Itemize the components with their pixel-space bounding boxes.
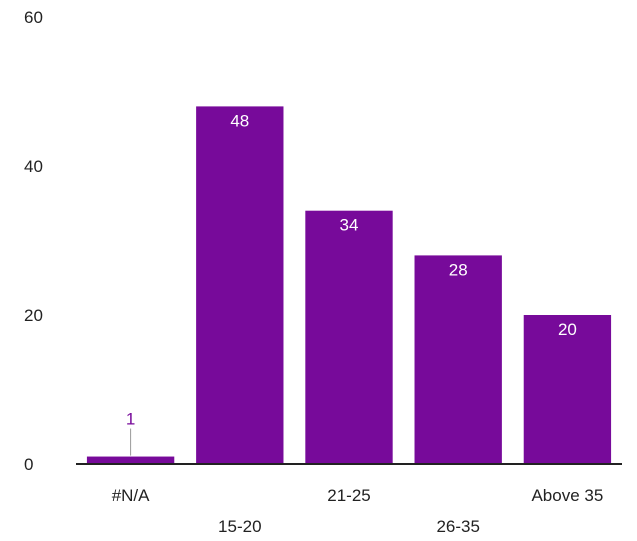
x-tick-label: 26-35	[436, 517, 479, 536]
data-label: 28	[449, 260, 468, 279]
bar	[196, 106, 284, 465]
x-tick-label: Above 35	[531, 486, 603, 505]
data-label: 34	[340, 216, 359, 235]
bar	[86, 456, 175, 464]
y-tick-label: 20	[24, 306, 43, 325]
category-labels: #N/A 15-20 21-25 26-35 Above 35	[112, 486, 604, 536]
x-tick-label: 15-20	[218, 517, 261, 536]
y-tick-label: 40	[24, 157, 43, 176]
bar	[523, 315, 612, 464]
y-tick-label: 0	[24, 455, 33, 474]
data-label: 1	[126, 410, 135, 429]
x-tick-label: 21-25	[327, 486, 370, 505]
y-axis-ticks: 0 20 40 60	[24, 8, 43, 474]
data-label: 20	[558, 320, 577, 339]
bar	[414, 255, 502, 464]
x-tick-label: #N/A	[112, 486, 150, 505]
bars	[86, 106, 612, 465]
y-tick-label: 60	[24, 8, 43, 27]
bar	[305, 210, 393, 464]
data-label: 48	[230, 111, 249, 130]
data-labels: 1 48 34 28 20	[126, 111, 577, 456]
